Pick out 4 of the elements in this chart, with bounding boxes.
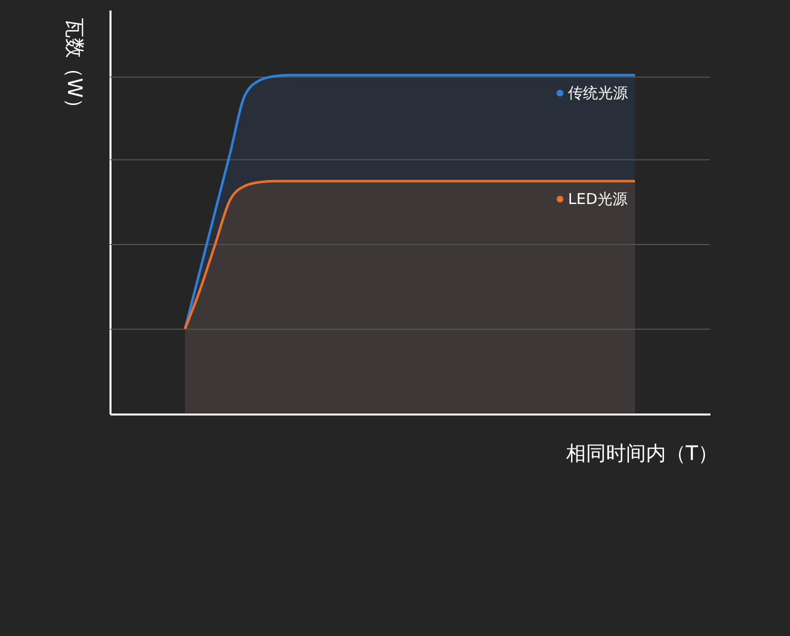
x-axis-title: 相同时间内（T） xyxy=(566,441,718,465)
legend-label: 传统光源 xyxy=(568,84,628,102)
legend-label: LED光源 xyxy=(568,190,628,208)
y-axis-title: 瓦数（W） xyxy=(63,18,87,118)
